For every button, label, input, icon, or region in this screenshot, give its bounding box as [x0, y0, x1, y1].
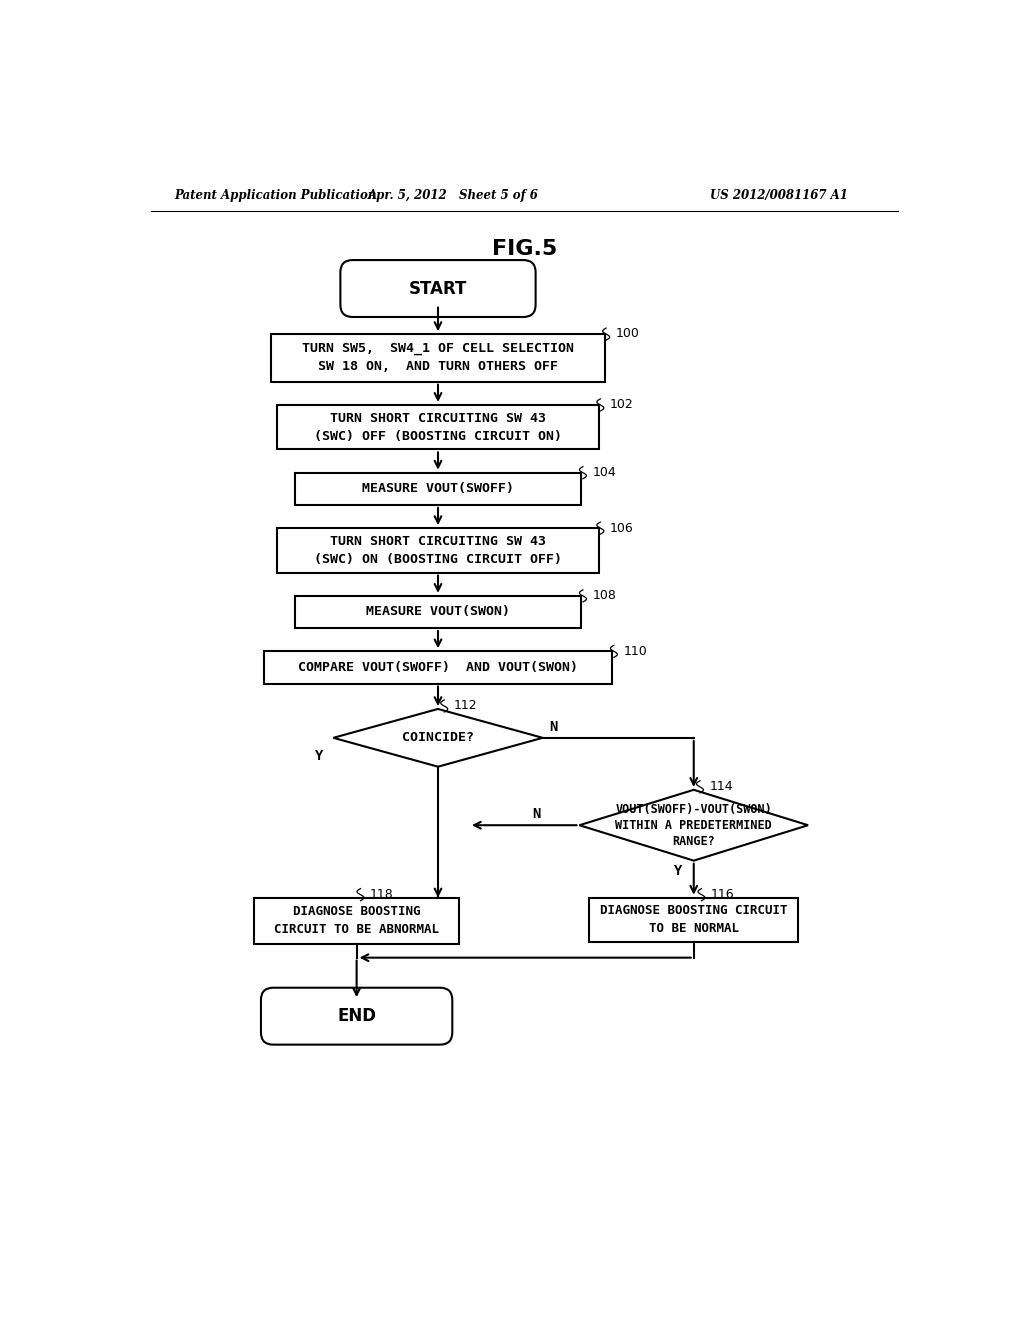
Text: N: N [549, 719, 557, 734]
Text: COINCIDE?: COINCIDE? [402, 731, 474, 744]
Bar [254, 898, 460, 944]
Text: Apr. 5, 2012   Sheet 5 of 6: Apr. 5, 2012 Sheet 5 of 6 [368, 189, 539, 202]
FancyBboxPatch shape [261, 987, 453, 1044]
Bar [295, 595, 582, 628]
Text: MEASURE VOUT(SWOFF): MEASURE VOUT(SWOFF) [362, 482, 514, 495]
Text: 106: 106 [609, 521, 634, 535]
Text: Y: Y [315, 748, 324, 763]
Bar [278, 405, 599, 449]
Text: 118: 118 [370, 888, 393, 902]
Text: 116: 116 [711, 888, 734, 902]
Text: 112: 112 [454, 700, 477, 713]
Text: END: END [337, 1007, 376, 1026]
Text: TURN SHORT CIRCUITING SW 43
(SWC) ON (BOOSTING CIRCUIT OFF): TURN SHORT CIRCUITING SW 43 (SWC) ON (BO… [314, 535, 562, 566]
Text: N: N [532, 808, 541, 821]
Text: Patent Application Publication: Patent Application Publication [174, 189, 377, 202]
Text: VOUT(SWOFF)-VOUT(SWON)
WITHIN A PREDETERMINED
RANGE?: VOUT(SWOFF)-VOUT(SWON) WITHIN A PREDETER… [615, 803, 772, 847]
Text: FIG.5: FIG.5 [493, 239, 557, 259]
Text: START: START [409, 280, 467, 297]
Text: DIAGNOSE BOOSTING CIRCUIT
TO BE NORMAL: DIAGNOSE BOOSTING CIRCUIT TO BE NORMAL [600, 904, 787, 936]
Bar [263, 651, 612, 684]
Text: DIAGNOSE BOOSTING
CIRCUIT TO BE ABNORMAL: DIAGNOSE BOOSTING CIRCUIT TO BE ABNORMAL [274, 906, 439, 936]
Bar [278, 528, 599, 573]
Bar [271, 334, 604, 381]
Text: 110: 110 [624, 644, 647, 657]
Text: Y: Y [674, 865, 682, 878]
Text: COMPARE VOUT(SWOFF)  AND VOUT(SWON): COMPARE VOUT(SWOFF) AND VOUT(SWON) [298, 661, 578, 675]
Text: TURN SHORT CIRCUITING SW 43
(SWC) OFF (BOOSTING CIRCUIT ON): TURN SHORT CIRCUITING SW 43 (SWC) OFF (B… [314, 412, 562, 442]
Polygon shape [580, 789, 808, 861]
Polygon shape [334, 709, 543, 767]
Text: 100: 100 [615, 327, 639, 341]
Text: MEASURE VOUT(SWON): MEASURE VOUT(SWON) [366, 606, 510, 619]
Text: TURN SW5,  SW4_1 OF CELL SELECTION
SW 18 ON,  AND TURN OTHERS OFF: TURN SW5, SW4_1 OF CELL SELECTION SW 18 … [302, 342, 574, 374]
FancyBboxPatch shape [340, 260, 536, 317]
Text: 108: 108 [592, 589, 616, 602]
Text: 102: 102 [609, 399, 634, 412]
Bar [295, 473, 582, 506]
Text: 114: 114 [710, 780, 733, 793]
Text: 104: 104 [592, 466, 616, 479]
Bar [589, 898, 799, 942]
Text: US 2012/0081167 A1: US 2012/0081167 A1 [710, 189, 848, 202]
